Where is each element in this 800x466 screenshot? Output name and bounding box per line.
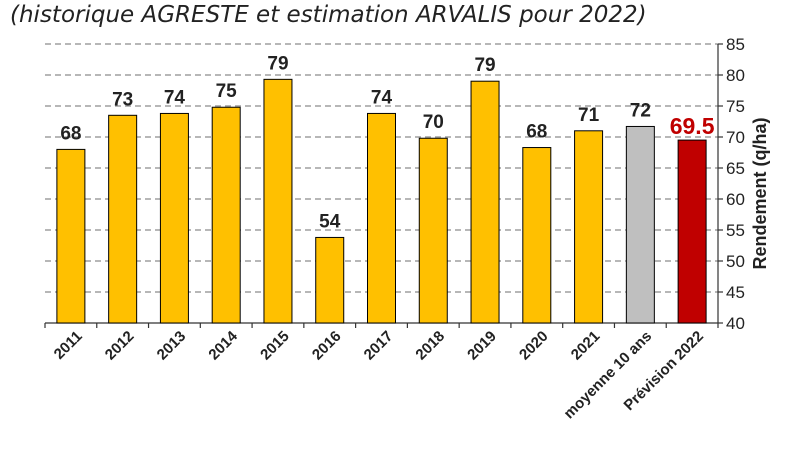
x-tick-label: moyenne 10 ans bbox=[561, 328, 656, 423]
bar bbox=[470, 80, 500, 324]
data-label: 79 bbox=[267, 53, 288, 74]
x-tick-label: 2014 bbox=[205, 327, 241, 363]
data-label: 70 bbox=[423, 112, 444, 133]
data-label: 75 bbox=[216, 81, 238, 102]
bar bbox=[522, 147, 552, 324]
bar bbox=[677, 139, 707, 324]
x-tick-label: 2011 bbox=[51, 328, 86, 363]
bar bbox=[625, 125, 655, 324]
y-tick-label: 55 bbox=[726, 221, 745, 240]
x-tick-label: 2017 bbox=[361, 328, 397, 364]
bar bbox=[263, 78, 293, 324]
x-tick-label: 2012 bbox=[102, 328, 138, 364]
data-label: 72 bbox=[630, 100, 651, 121]
x-tick-label: 2018 bbox=[412, 328, 448, 364]
x-tick-label: 2013 bbox=[154, 328, 190, 364]
data-label: 74 bbox=[164, 87, 186, 108]
bar bbox=[418, 137, 448, 324]
data-label: 74 bbox=[371, 87, 393, 108]
y-tick-label: 85 bbox=[726, 35, 745, 54]
y-tick-label: 75 bbox=[726, 97, 745, 116]
bar bbox=[108, 114, 138, 324]
data-label: 69.5 bbox=[670, 113, 715, 139]
x-tick-label: 2016 bbox=[309, 328, 345, 364]
chart-subtitle: (historique AGRESTE et estimation ARVALI… bbox=[10, 2, 647, 28]
data-label: 68 bbox=[526, 122, 547, 143]
y-tick-label: 80 bbox=[726, 66, 745, 85]
bar bbox=[315, 236, 345, 324]
x-tick-label: 2015 bbox=[257, 328, 293, 364]
data-label: 54 bbox=[319, 211, 341, 232]
x-tick-label: 2019 bbox=[464, 328, 500, 364]
y-axis-title: Rendement (q/ha) bbox=[750, 117, 770, 269]
y-tick-label: 70 bbox=[726, 128, 745, 147]
y-tick-label: 50 bbox=[726, 252, 745, 271]
y-tick-label: 45 bbox=[726, 283, 745, 302]
bar bbox=[56, 148, 86, 324]
data-label: 79 bbox=[474, 55, 495, 76]
y-tick-label: 40 bbox=[726, 314, 745, 333]
data-label: 73 bbox=[112, 89, 133, 110]
y-tick-label: 65 bbox=[726, 159, 745, 178]
data-label: 71 bbox=[578, 105, 600, 126]
x-tick-label: 2021 bbox=[568, 328, 604, 364]
bar bbox=[159, 112, 189, 324]
y-tick-label: 60 bbox=[726, 190, 745, 209]
bar bbox=[574, 130, 604, 324]
bar bbox=[211, 106, 241, 324]
data-label: 68 bbox=[60, 123, 81, 144]
bar bbox=[367, 112, 396, 324]
x-tick-label: 2020 bbox=[516, 328, 552, 364]
